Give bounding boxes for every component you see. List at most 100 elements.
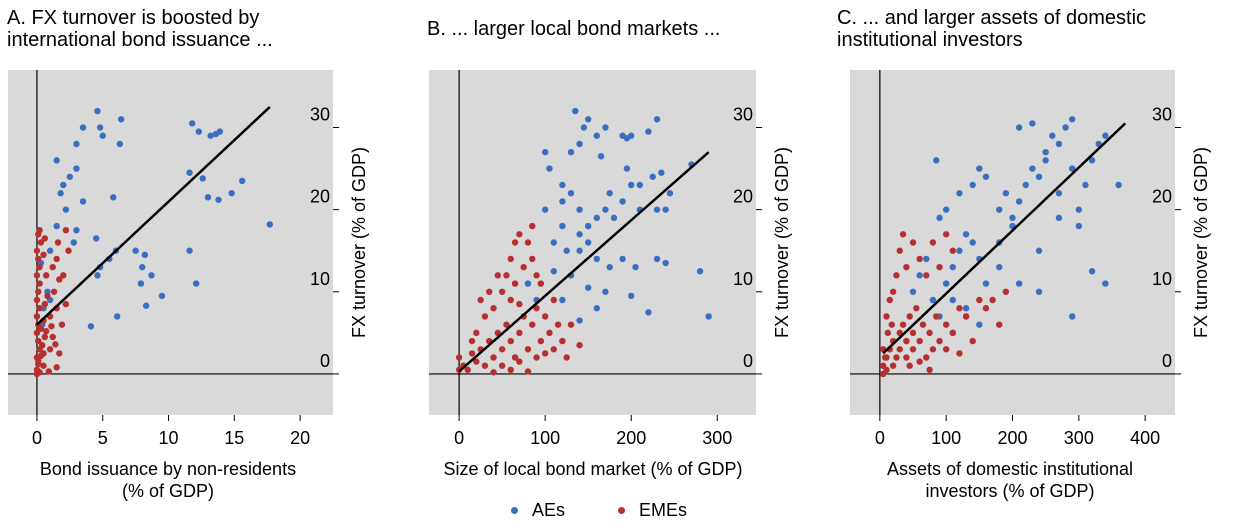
panel-a-aes-point [94, 107, 101, 115]
panel-b-aes-point [593, 305, 601, 312]
panel-a-aes-point [192, 280, 200, 287]
panel-b-emes-point [498, 346, 506, 353]
panel-b-aes-point [550, 239, 557, 246]
legend: AEs EMEs [0, 500, 1236, 523]
panel-c-aes-point [916, 272, 923, 279]
panel-b-emes-point [541, 313, 549, 320]
panel-c-x-tick-label: 400 [1130, 428, 1160, 448]
panel-c-emes-point [889, 288, 897, 295]
panel-b-emes-point [533, 354, 540, 361]
panel-c-emes-point [889, 362, 897, 369]
panel-a-emes-point [65, 247, 72, 254]
panel-b-aes-point [580, 124, 588, 131]
panel-a-emes-point [58, 321, 66, 328]
panel-a-aes-point [186, 169, 193, 176]
legend-aes-label: AEs [532, 500, 566, 520]
panel-c-emes-point [929, 346, 937, 353]
panel-c-aes-point [1029, 120, 1036, 127]
panel-b-aes-point [645, 128, 652, 135]
panel-a-aes-point [228, 190, 235, 197]
panel-c-emes-point [936, 337, 943, 345]
panel-b-emes-point [529, 255, 536, 263]
panel-c-aes-point [1022, 181, 1029, 189]
panel-a-emes-point [53, 364, 60, 371]
panel-c-emes-point [903, 354, 910, 361]
panel-b-aes-point [576, 206, 583, 213]
panel-b-aes-point [593, 255, 601, 263]
panel-a-emes-point [60, 272, 67, 279]
panel-a-emes-point [49, 263, 56, 271]
panel-c-aes-point [1068, 313, 1076, 320]
panel-c-aes-point [1102, 280, 1109, 287]
panel-a-aes-point [132, 247, 139, 254]
panel-b-emes-point [550, 296, 557, 304]
panel-b-aes-point [593, 132, 601, 139]
panel-b-emes-point [507, 255, 514, 263]
panel-a-aes-point [195, 128, 202, 135]
panel-c-aes-point [1042, 148, 1049, 156]
panel-c-emes-point [903, 263, 910, 271]
panel-a-aes-point [139, 263, 146, 271]
panel-b-aes-point [606, 190, 613, 197]
panel-b-emes-point [546, 329, 553, 337]
panel-b-aes-point [602, 288, 609, 295]
panel-c-aes-point [976, 321, 983, 328]
legend-emes-label: EMEs [639, 500, 688, 520]
panel-a-aes-point [73, 226, 80, 234]
panel-a-aes-point [73, 165, 80, 172]
panel-c-emes-point [926, 366, 933, 374]
panel-c-aes-point [1055, 214, 1063, 222]
panel-a-emes-point [33, 296, 41, 304]
panel-c-aes-point [1015, 280, 1023, 287]
panel-b-aes-point [649, 173, 656, 180]
panel-a-aes-point [66, 173, 74, 180]
panel-b-emes-point [537, 337, 545, 345]
panel-b-emes-point [498, 288, 506, 295]
panel-b-aes-point [602, 206, 609, 213]
panel-c-emes-point [916, 337, 923, 345]
panel-c-aes-point [1015, 198, 1023, 205]
panel-c-y-tick-label: 10 [1152, 269, 1172, 289]
panel-b-emes-point [507, 366, 514, 374]
panel-a-y-axis-label: FX turnover (% of GDP) [349, 147, 369, 338]
panel-a-x-tick-label: 5 [98, 428, 108, 448]
panel-c-emes-point [893, 354, 900, 361]
panel-a-emes-point [41, 333, 49, 341]
panel-c-aes-point [949, 296, 957, 304]
panel-b-emes-point [533, 305, 540, 312]
legend-item-aes: AEs [511, 500, 565, 521]
panel-c-emes-point [949, 329, 957, 337]
panel-a-aes-point [266, 221, 274, 228]
panel-c-x-tick-label: 0 [875, 428, 885, 448]
panel-c-emes-point [886, 296, 893, 304]
panel-b-aes-point [563, 247, 570, 254]
panel-a-aes-point [116, 140, 124, 148]
panel-c-title: C. ... and larger assets of domestic ins… [837, 7, 1147, 51]
panel-a-emes-point [33, 329, 41, 337]
panel-a-emes-point [44, 292, 51, 300]
panel-c-aes-point [1088, 268, 1096, 275]
panel-a-emes-point [62, 226, 70, 234]
panel-a-aes-point [60, 181, 67, 189]
panel-b-regression-line [458, 151, 710, 373]
panel-b-y-tick-label: 0 [743, 351, 753, 371]
panel-b-emes-point [550, 346, 557, 353]
panel-c-aes-point [996, 263, 1003, 271]
panel-b-emes-point [498, 362, 506, 369]
panel-c-aes-point [962, 305, 970, 312]
panel-c-aes-point [969, 239, 976, 246]
panel-a-title: A. FX turnover is boosted by internation… [7, 7, 273, 51]
panel-c-aes-point [1082, 181, 1089, 189]
panel-a-emes-point [56, 276, 63, 283]
panel-b-aes-point [653, 255, 661, 263]
panel-c-emes-point [913, 305, 920, 312]
panel-a-emes-point [36, 280, 43, 287]
panel-b-aes-point [653, 116, 661, 123]
panel-a-y-tick-label: 30 [310, 105, 330, 125]
panel-c-aes-point [1102, 132, 1109, 139]
panel-c-aes-point [996, 206, 1003, 213]
panel-b-aes-point [576, 231, 583, 238]
panel-b-emes-point [524, 346, 532, 353]
panel-c-aes-point [1029, 165, 1036, 172]
